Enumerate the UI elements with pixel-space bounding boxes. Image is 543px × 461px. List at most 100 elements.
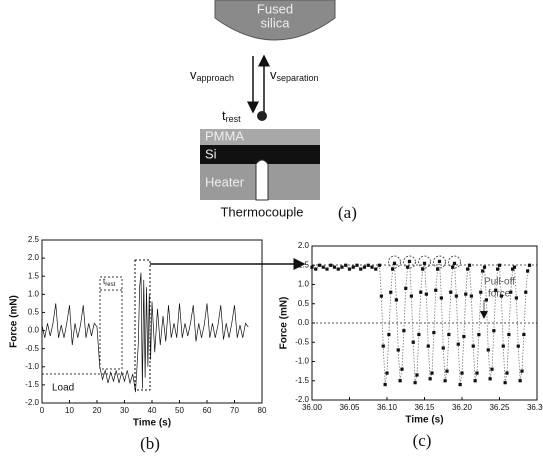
data-point xyxy=(443,379,447,383)
data-point xyxy=(419,290,423,294)
y-tick-label: 0.0 xyxy=(28,326,40,335)
data-point xyxy=(456,342,460,346)
data-point xyxy=(490,367,494,371)
data-point xyxy=(484,298,488,302)
data-point xyxy=(452,261,457,265)
data-point xyxy=(436,267,440,271)
data-point xyxy=(389,290,393,294)
data-point xyxy=(385,371,389,375)
data-point xyxy=(428,377,432,381)
si-layer xyxy=(200,145,320,164)
peak-circle xyxy=(388,255,401,269)
data-point xyxy=(415,373,419,377)
data-point xyxy=(460,371,464,375)
data-point xyxy=(347,267,352,271)
y-tick-label: -0.5 xyxy=(295,337,309,346)
x-tick-label: 20 xyxy=(93,406,102,415)
data-point xyxy=(481,269,485,273)
data-point xyxy=(509,290,513,294)
y-tick-label: -0.5 xyxy=(25,344,39,353)
data-point xyxy=(507,332,511,337)
data-point xyxy=(426,344,430,348)
data-point xyxy=(351,265,355,269)
probe xyxy=(214,0,336,41)
data-point xyxy=(458,383,462,387)
y-tick-label: 1.0 xyxy=(28,289,40,298)
y-tick-label: 1.5 xyxy=(298,260,310,269)
v-approach: vapproach xyxy=(190,67,234,83)
rest-box xyxy=(99,276,123,370)
y-tick-label: -2.0 xyxy=(295,395,309,404)
x-tick-label: 60 xyxy=(203,406,212,415)
data-point xyxy=(501,344,505,348)
y-tick-label: 2.5 xyxy=(28,235,40,244)
data-point xyxy=(479,290,483,294)
data-point xyxy=(392,261,397,265)
data-point xyxy=(321,265,325,269)
data-point xyxy=(411,340,415,344)
probe-label: silica xyxy=(261,15,291,30)
pull-off-annotation: Pull-off xyxy=(484,277,515,288)
data-point xyxy=(396,348,400,352)
x-tick-label: 36.05 xyxy=(339,403,360,412)
data-point xyxy=(421,267,425,271)
data-point xyxy=(383,383,387,387)
data-point xyxy=(329,263,333,267)
data-point xyxy=(494,288,498,292)
data-point xyxy=(314,267,318,271)
data-point xyxy=(512,265,517,269)
data-point xyxy=(340,265,344,269)
diagram: Fused silica vapproach vseparation trest… xyxy=(190,0,357,222)
data-point xyxy=(317,263,322,267)
panel-label: (a) xyxy=(338,203,357,222)
layer-label: PMMA xyxy=(205,128,244,143)
x-axis-title: Time (s) xyxy=(133,418,171,429)
x-tick-label: 50 xyxy=(175,406,184,415)
data-point xyxy=(449,290,453,294)
data-point xyxy=(362,265,367,269)
data-point xyxy=(437,259,442,263)
data-point xyxy=(359,267,363,271)
data-point xyxy=(381,344,385,348)
x-tick-label: 10 xyxy=(65,406,74,415)
t-rest: trest xyxy=(222,108,241,124)
x-tick-label: 80 xyxy=(258,406,267,415)
peak-circle xyxy=(448,255,461,269)
peak-circle xyxy=(433,255,446,269)
y-tick-label: -1.0 xyxy=(25,362,39,371)
data-point xyxy=(462,334,466,339)
data-point xyxy=(469,294,473,298)
y-tick-label: 0.5 xyxy=(298,299,310,308)
data-line xyxy=(41,272,249,393)
data-point xyxy=(413,381,417,385)
data-point xyxy=(417,332,421,337)
y-tick-label: 1.5 xyxy=(28,271,40,280)
data-point xyxy=(524,290,528,294)
data-point xyxy=(409,294,413,298)
data-point xyxy=(477,332,481,337)
data-point xyxy=(344,263,348,267)
data-point xyxy=(366,263,370,267)
x-axis-title: Time (s) xyxy=(405,415,443,426)
data-point xyxy=(471,344,475,348)
peak-circle xyxy=(418,255,431,269)
data-point xyxy=(496,267,500,271)
data-point xyxy=(394,298,398,302)
x-tick-label: 36.30 xyxy=(527,403,543,412)
data-point xyxy=(391,267,395,271)
y-tick-label: 2.0 xyxy=(28,253,40,262)
v-separation: vseparation xyxy=(270,67,319,83)
y-axis-title: Force (mN) xyxy=(9,295,20,348)
x-tick-label: 36.10 xyxy=(377,403,398,412)
data-point xyxy=(325,267,329,271)
data-point xyxy=(434,288,438,292)
data-point xyxy=(398,379,402,383)
thermocouple-slot xyxy=(255,159,269,201)
data-point xyxy=(387,332,391,337)
data-point xyxy=(447,332,451,337)
load-annotation: Load xyxy=(52,383,74,394)
pmma-layer xyxy=(200,129,320,145)
data-point xyxy=(441,346,445,350)
panel-label: (c) xyxy=(413,431,432,450)
